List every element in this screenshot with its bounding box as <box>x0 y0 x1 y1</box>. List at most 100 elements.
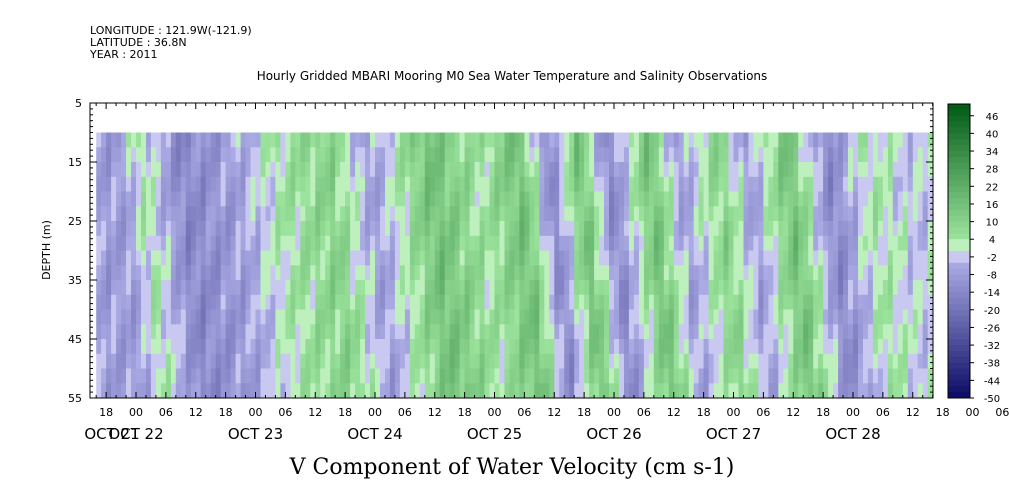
heatmap-cell <box>320 383 326 399</box>
heatmap-cell <box>559 221 565 237</box>
heatmap-cell <box>434 294 441 310</box>
heatmap-cell <box>409 132 416 148</box>
heatmap-cell <box>912 339 919 355</box>
heatmap-cell <box>295 132 301 148</box>
heatmap-cell <box>624 147 630 163</box>
heatmap-cell <box>683 162 690 178</box>
heatmap-cell <box>210 132 217 148</box>
heatmap-cell <box>479 176 485 192</box>
heatmap-cell <box>663 250 670 266</box>
heatmap-cell <box>424 162 431 178</box>
heatmap-cell <box>633 235 640 251</box>
heatmap-cell <box>529 147 535 163</box>
heatmap-cell <box>285 368 291 384</box>
heatmap-cell <box>564 191 570 207</box>
heatmap-cell <box>579 206 585 222</box>
heatmap-cell <box>783 206 789 222</box>
heatmap-cell <box>917 280 924 296</box>
y-axis-label: DEPTH (m) <box>40 220 53 280</box>
heatmap-cell <box>195 368 202 384</box>
heatmap-cell <box>763 250 769 266</box>
heatmap-cell <box>330 339 336 355</box>
heatmap-cell <box>633 132 640 148</box>
heatmap-cell <box>360 294 366 310</box>
heatmap-cell <box>146 132 152 148</box>
heatmap-cell <box>653 221 660 237</box>
colorbar-swatch <box>948 198 970 205</box>
heatmap-cell <box>897 235 904 251</box>
heatmap-cell <box>663 309 670 325</box>
heatmap-cell <box>479 280 485 296</box>
heatmap-cell <box>235 383 241 399</box>
heatmap-cell <box>260 162 266 178</box>
heatmap-cell <box>867 132 874 148</box>
heatmap-cell <box>823 353 829 369</box>
heatmap-cell <box>514 162 520 178</box>
heatmap-cell <box>210 191 217 207</box>
heatmap-cell <box>569 280 575 296</box>
heatmap-cell <box>414 191 421 207</box>
heatmap-cell <box>559 176 565 192</box>
heatmap-cell <box>574 324 580 340</box>
heatmap-cell <box>653 162 660 178</box>
heatmap-cell <box>524 265 530 281</box>
heatmap-cell <box>773 324 779 340</box>
heatmap-cell <box>838 132 844 148</box>
heatmap-cell <box>758 265 764 281</box>
heatmap-cell <box>638 132 645 148</box>
colorbar-label: -20 <box>984 306 1000 317</box>
heatmap-cell <box>111 176 117 192</box>
heatmap-cell <box>424 265 431 281</box>
heatmap-cell <box>210 221 217 237</box>
heatmap-cell <box>867 235 874 251</box>
heatmap-cell <box>643 353 650 369</box>
heatmap-cell <box>599 280 605 296</box>
heatmap-cell <box>434 147 441 163</box>
heatmap-cell <box>927 147 934 163</box>
heatmap-cell <box>240 368 246 384</box>
heatmap-cell <box>394 294 401 310</box>
heatmap-cell <box>429 265 436 281</box>
colorbar-swatch <box>948 115 970 123</box>
heatmap-cell <box>589 324 595 340</box>
heatmap-cell <box>484 147 490 163</box>
heatmap-cell <box>424 280 431 296</box>
heatmap-cell <box>534 383 540 399</box>
heatmap-cell <box>683 294 690 310</box>
heatmap-cell <box>474 250 480 266</box>
heatmap-cell <box>554 368 560 384</box>
heatmap-cell <box>539 147 545 163</box>
colorbar-swatch <box>948 174 970 181</box>
heatmap-cell <box>589 132 595 148</box>
heatmap-cell <box>469 235 475 251</box>
heatmap-cell <box>225 176 231 192</box>
heatmap-cell <box>439 250 446 266</box>
heatmap-cell <box>355 206 361 222</box>
heatmap-cell <box>773 221 779 237</box>
heatmap-cell <box>882 206 889 222</box>
heatmap-cell <box>494 280 500 296</box>
heatmap-cell <box>155 206 162 222</box>
heatmap-cell <box>474 206 480 222</box>
heatmap-cell <box>858 368 864 384</box>
heatmap-cell <box>728 132 734 148</box>
heatmap-cell <box>658 221 665 237</box>
heatmap-cell <box>539 250 545 266</box>
heatmap-cell <box>858 339 864 355</box>
heatmap-cell <box>365 294 371 310</box>
heatmap-cell <box>818 324 824 340</box>
heatmap-cell <box>703 250 709 266</box>
heatmap-cell <box>380 280 386 296</box>
heatmap-cell <box>619 250 625 266</box>
heatmap-cell <box>489 339 495 355</box>
heatmap-cell <box>210 324 217 340</box>
heatmap-cell <box>668 280 675 296</box>
heatmap-cell <box>698 353 704 369</box>
heatmap-cell <box>464 353 470 369</box>
heatmap-cell <box>146 176 152 192</box>
heatmap-cell <box>534 191 540 207</box>
heatmap-cell <box>718 294 724 310</box>
heatmap-cell <box>195 132 202 148</box>
heatmap-cell <box>215 265 222 281</box>
heatmap-cell <box>380 383 386 399</box>
